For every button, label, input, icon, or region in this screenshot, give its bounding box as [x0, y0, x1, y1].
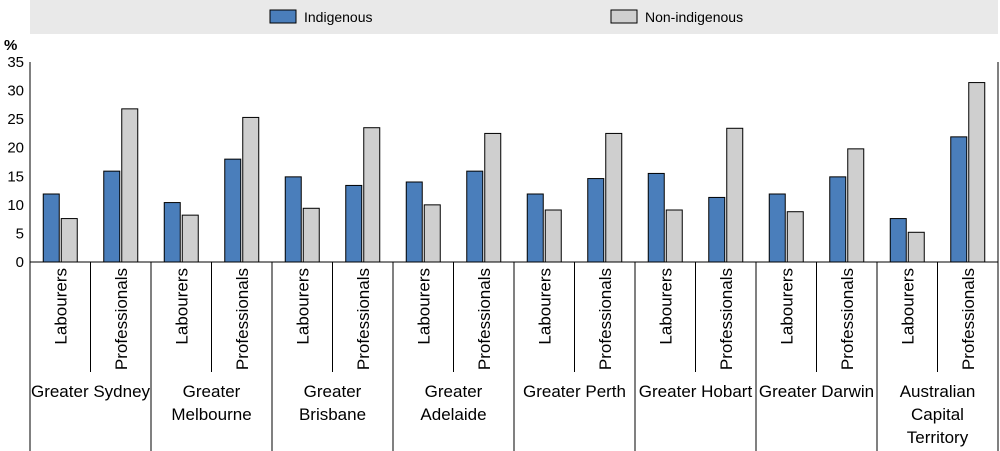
bar-indigenous — [163, 202, 181, 263]
x-axis: Labourers Professionals Greater Sydney Labo… — [29, 261, 999, 451]
legend-band — [30, 0, 998, 34]
bar-indigenous — [103, 170, 121, 263]
bar-indigenous — [587, 178, 605, 263]
bar-indigenous — [889, 218, 907, 263]
group-label: Melbourne — [171, 405, 251, 424]
bar-indigenous — [950, 136, 968, 263]
category-label: Labourers — [293, 268, 312, 345]
category-label: Labourers — [656, 268, 675, 345]
bar-indigenous — [284, 176, 302, 263]
bar-non-indigenous — [60, 218, 78, 263]
group-label: Greater — [183, 382, 241, 401]
bar-non-indigenous — [302, 207, 320, 263]
bar-non-indigenous — [242, 116, 260, 263]
legend: Indigenous Non-indigenous — [269, 9, 743, 25]
group-label: Greater Hobart — [639, 382, 753, 401]
y-tick-label: 15 — [7, 168, 24, 185]
y-tick-label: 35 — [7, 54, 24, 71]
bar-indigenous — [345, 184, 363, 263]
bar-non-indigenous — [363, 127, 381, 263]
y-tick-label: 10 — [7, 197, 24, 214]
group-label: Greater Darwin — [759, 382, 874, 401]
bar-non-indigenous — [847, 148, 865, 263]
y-tick-label: 5 — [16, 225, 24, 242]
category-label: Labourers — [898, 268, 917, 345]
bar-indigenous — [708, 196, 726, 263]
category-label: Professionals — [475, 268, 494, 370]
group-label: Australian — [900, 382, 976, 401]
bar-non-indigenous — [907, 231, 925, 263]
category-label: Professionals — [596, 268, 615, 370]
category-label: Professionals — [959, 268, 978, 370]
plot-border — [29, 62, 999, 262]
bar-non-indigenous — [121, 108, 139, 263]
category-label: Professionals — [354, 268, 373, 370]
bar-non-indigenous — [968, 82, 986, 263]
y-tick-labels: 0 5 10 15 20 25 30 35 — [7, 54, 24, 271]
bar-non-indigenous — [726, 127, 744, 263]
group-label: Territory — [907, 428, 969, 447]
group-label: Greater — [425, 382, 483, 401]
category-label: Professionals — [233, 268, 252, 370]
category-label: Labourers — [777, 268, 796, 345]
category-label: Labourers — [535, 268, 554, 345]
bar-indigenous — [829, 176, 847, 263]
bar-non-indigenous — [484, 132, 502, 263]
group-label: Greater Sydney — [31, 382, 151, 401]
category-label: Professionals — [112, 268, 131, 370]
y-tick-label: 25 — [7, 111, 24, 128]
y-tick-label: 0 — [16, 254, 24, 271]
category-label: Labourers — [414, 268, 433, 345]
group-label: Brisbane — [299, 405, 366, 424]
category-label: Labourers — [172, 268, 191, 345]
bar-indigenous — [405, 181, 423, 263]
category-label: Professionals — [717, 268, 736, 370]
bar-indigenous — [647, 172, 665, 263]
y-tick-label: 20 — [7, 140, 24, 157]
category-label: Labourers — [51, 268, 70, 345]
bar-non-indigenous — [544, 209, 562, 263]
category-label: Professionals — [838, 268, 857, 370]
legend-label-non-indigenous: Non-indigenous — [645, 9, 743, 25]
bar-indigenous — [526, 193, 544, 263]
group-label: Adelaide — [420, 405, 486, 424]
bar-indigenous — [42, 193, 60, 263]
legend-swatch-non-indigenous — [610, 9, 638, 24]
bar-indigenous — [224, 158, 242, 263]
bars — [42, 82, 986, 263]
bar-indigenous — [768, 193, 786, 263]
group-label: Greater Perth — [523, 382, 626, 401]
bar-non-indigenous — [665, 209, 683, 263]
bar-non-indigenous — [181, 214, 199, 263]
legend-label-indigenous: Indigenous — [304, 9, 373, 25]
group-label: Capital — [911, 405, 964, 424]
bar-non-indigenous — [423, 204, 441, 263]
group-label: Greater — [304, 382, 362, 401]
bar-indigenous — [466, 170, 484, 263]
bar-non-indigenous — [605, 132, 623, 263]
bar-non-indigenous — [786, 211, 804, 263]
y-axis-label: % — [4, 37, 17, 54]
y-tick-label: 30 — [7, 83, 24, 100]
legend-swatch-indigenous — [269, 9, 297, 24]
